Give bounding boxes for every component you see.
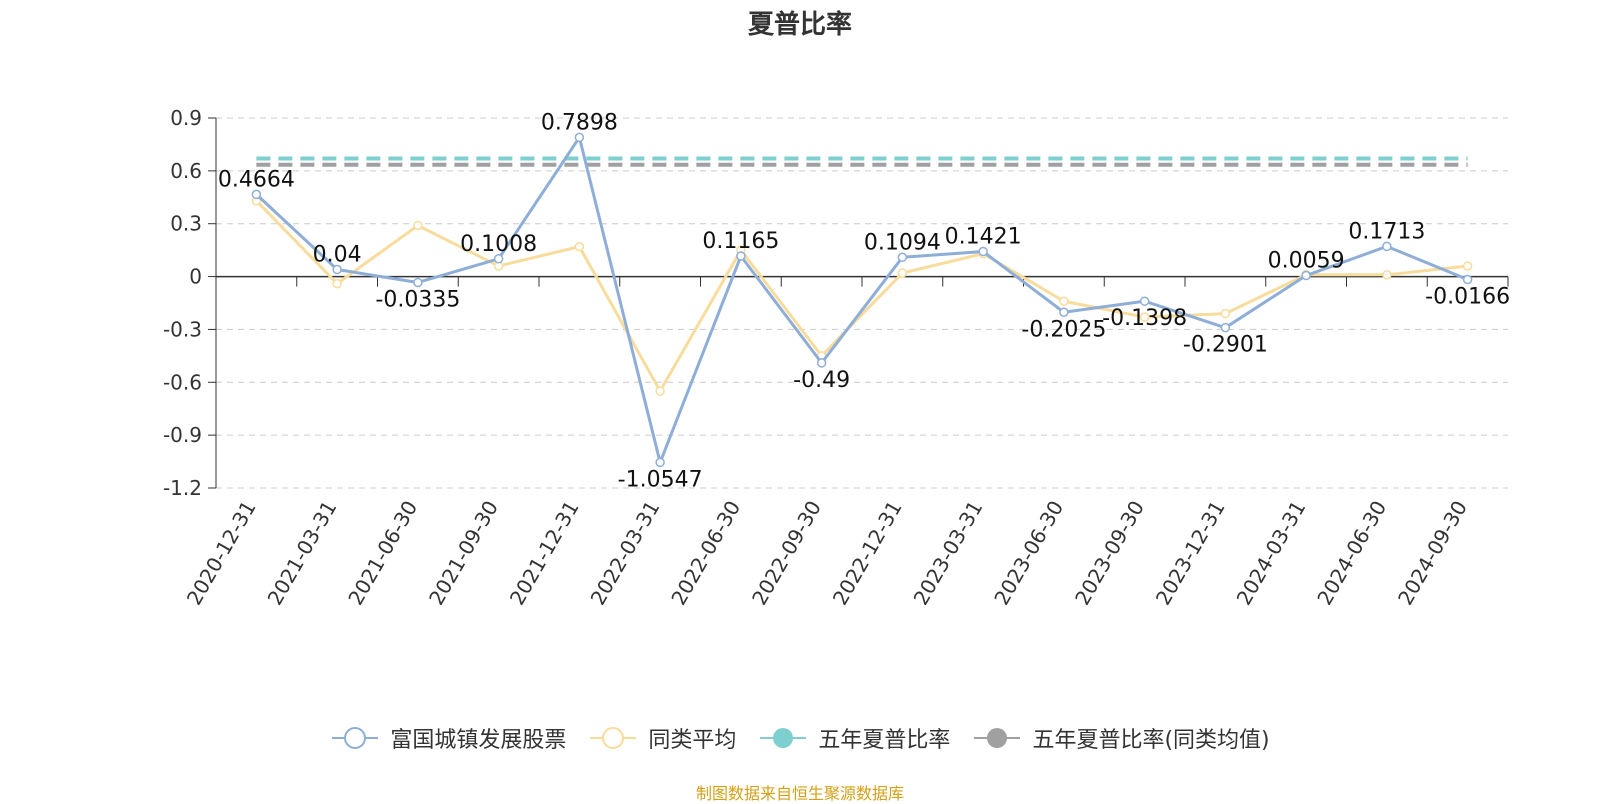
fund-point [251, 189, 262, 200]
peer-average-point [897, 268, 908, 278]
x-tick-label: 2022-06-30 [666, 497, 745, 610]
legend-item-peer-average[interactable]: 同类平均 [588, 722, 736, 754]
y-tick-label: -0.6 [163, 370, 202, 394]
fund-point [1220, 322, 1231, 333]
legend-label-five-year-sharpe: 五年夏普比率 [818, 728, 951, 753]
fund-point [332, 264, 342, 275]
legend-item-five-year-sharpe-peer[interactable]: 五年夏普比率(同类均值) [972, 722, 1270, 754]
x-tick-label: 2023-03-31 [909, 497, 988, 610]
x-tick-label: 2023-09-30 [1070, 497, 1149, 610]
fund-point [736, 251, 746, 261]
x-tick-label: 2021-09-30 [424, 497, 503, 610]
fund-data-label: 0.7898 [541, 110, 618, 135]
peer-average-point [1462, 261, 1473, 271]
x-tick-label: 2021-12-31 [505, 497, 584, 610]
legend-label-fund: 富国城镇发展股票 [390, 728, 567, 753]
fund-point [493, 254, 504, 264]
fund-data-label: -0.2025 [1021, 317, 1106, 342]
fund-point [413, 277, 423, 288]
x-tick-label: 2022-09-30 [747, 497, 826, 610]
peer-average-point [1059, 296, 1069, 306]
fund-point [897, 252, 908, 263]
peer-average-point [574, 241, 585, 252]
fund-point [1139, 296, 1150, 306]
fund-data-label: -0.2901 [1183, 333, 1268, 358]
fund-point [978, 246, 988, 257]
x-tick-label: 2022-03-31 [586, 497, 665, 610]
fund-point [1382, 241, 1392, 252]
x-tick-label: 2023-06-30 [989, 497, 1068, 610]
legend-swatch-five-year-sharpe-peer [974, 728, 1021, 748]
y-tick-label: 0.9 [170, 106, 202, 130]
peer-average-point [1382, 270, 1392, 280]
fund-point [1059, 307, 1069, 317]
y-tick-label: -0.9 [163, 423, 202, 447]
peer-average-point [655, 386, 665, 396]
x-tick-label: 2023-12-31 [1151, 497, 1230, 610]
legend-swatch-five-year-sharpe [760, 728, 807, 748]
fund-data-label: 0.1008 [460, 232, 537, 257]
fund-point [1462, 274, 1473, 285]
fund-data-label: -0.0166 [1425, 284, 1510, 309]
y-tick-label: 0.3 [170, 212, 202, 236]
peer-average-point [413, 220, 423, 231]
fund-data-label: 0.4664 [218, 167, 295, 192]
fund-point [816, 358, 827, 368]
y-tick-label: -1.2 [163, 476, 202, 500]
legend-label-peer-average: 同类平均 [648, 728, 737, 753]
legend-swatch-peer-average [590, 727, 637, 749]
fund-point [574, 132, 585, 143]
fund-data-label: -0.0335 [375, 287, 460, 312]
fund-data-label: 0.1094 [864, 230, 941, 255]
peer-average-point [332, 278, 342, 289]
fund-data-label: -0.1398 [1102, 306, 1187, 331]
x-tick-label: 2024-03-31 [1232, 497, 1311, 610]
y-tick-label: -0.3 [163, 317, 202, 341]
y-tick-label: 0.6 [170, 159, 202, 183]
fund-data-label: -0.49 [793, 368, 850, 393]
fund-point [1301, 270, 1311, 281]
x-tick-label: 2021-03-31 [263, 497, 342, 610]
x-tick-label: 2021-06-30 [343, 497, 422, 610]
peer-average-point [1220, 308, 1231, 319]
fund-data-label: 0.1713 [1348, 219, 1425, 244]
fund-data-label: 0.1165 [702, 229, 779, 254]
fund-data-label: 0.1421 [945, 225, 1022, 250]
fund-data-label: 0.0059 [1268, 249, 1345, 274]
fund-point [655, 457, 665, 468]
legend-label-five-year-sharpe-peer: 五年夏普比率(同类均值) [1032, 728, 1270, 753]
x-tick-label: 2024-06-30 [1312, 497, 1391, 610]
x-tick-label: 2024-09-30 [1393, 497, 1472, 610]
fund-data-label: 0.04 [313, 243, 362, 268]
legend-item-fund[interactable]: 富国城镇发展股票 [330, 722, 566, 754]
legend-swatch-fund [332, 727, 379, 749]
peer-average-line [255, 199, 1468, 393]
chart-legend: 富国城镇发展股票 同类平均 五年夏普比率 五年夏普比率(同类均值) [0, 722, 1600, 754]
peer-average-point [1139, 312, 1150, 322]
legend-item-five-year-sharpe[interactable]: 五年夏普比率 [758, 722, 950, 754]
data-source-note: 制图数据来自恒生聚源数据库 [695, 784, 904, 803]
x-tick-label: 2022-12-31 [828, 497, 907, 610]
fund-line [255, 135, 1469, 464]
y-tick-label: 0 [189, 265, 202, 289]
chart-title: 夏普比率 [747, 10, 852, 40]
fund-data-label: -1.0547 [618, 467, 703, 492]
x-tick-label: 2020-12-31 [182, 497, 261, 610]
